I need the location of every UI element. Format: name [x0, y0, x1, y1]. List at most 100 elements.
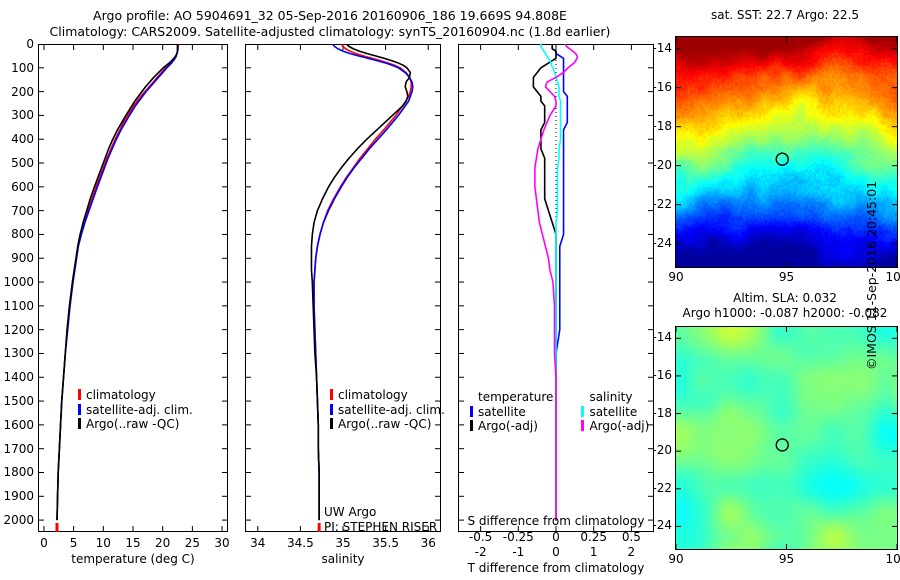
- axis-tick-label: 35.5: [372, 536, 399, 550]
- axis-tick-label: 2000: [3, 513, 34, 528]
- page-title: Argo profile: AO 5904691_32 05-Sep-2016 …: [0, 8, 660, 40]
- axis-tick-label: 1600: [3, 417, 34, 432]
- axis-tick-label: -0.25: [502, 530, 534, 544]
- legend-color-swatch: [78, 403, 81, 415]
- axis-tick-label: -1: [512, 545, 525, 559]
- axis-tick-label: 30: [214, 536, 230, 550]
- axis-tick-label: -24: [652, 518, 672, 533]
- axis-tick-label: 600: [11, 179, 34, 194]
- axis-tick-label: 800: [11, 227, 34, 242]
- axis-tick-label: 1800: [3, 465, 34, 480]
- axis-tick-label: 15: [125, 536, 141, 550]
- axis-tick-label: 34: [250, 536, 266, 550]
- legend-item-label: satellite: [589, 404, 638, 419]
- axis-tick-label: -22: [652, 196, 672, 211]
- legend-color-swatch: [470, 420, 473, 431]
- difference-plot-svg: [458, 44, 654, 532]
- axis-tick-label: -24: [652, 235, 672, 250]
- legend-item-label: climatology: [86, 388, 156, 402]
- axis-tick-label: 1400: [3, 370, 34, 385]
- legend-item-label: Argo(..raw -QC): [86, 417, 180, 431]
- axis-tick-label: 0.5: [621, 530, 641, 544]
- legend-item: satellite: [581, 405, 649, 420]
- axis-tick-label: -18: [652, 118, 672, 133]
- axis-tick-label: 1300: [3, 346, 34, 361]
- legend-item: Argo(..raw -QC): [330, 417, 445, 432]
- axis-tick-label: -20: [652, 443, 672, 458]
- temperature-profile-panel: [38, 44, 228, 532]
- legend-item-label: Argo(..raw -QC): [338, 417, 432, 431]
- salinity-profile-panel: [245, 44, 441, 532]
- axis-tick-label: 95: [778, 270, 795, 284]
- axis-tick-label: 900: [11, 251, 34, 266]
- axis-tick-label: 1100: [3, 298, 34, 313]
- title-line-2: Climatology: CARS2009. Satellite-adjuste…: [49, 24, 611, 39]
- legend-color-swatch: [581, 405, 585, 417]
- legend-group: salinity satellite Argo(-adj): [581, 390, 649, 434]
- axis-tick-label: -18: [652, 405, 672, 420]
- sla-map-title-line-1: Altim. SLA: 0.032: [733, 291, 837, 305]
- title-line-1: Argo profile: AO 5904691_32 05-Sep-2016 …: [93, 8, 567, 23]
- sst-map[interactable]: [675, 36, 898, 268]
- legend-item: Argo(..raw -QC): [78, 417, 193, 432]
- temperature-axis-title: temperature (deg C): [71, 552, 195, 566]
- axis-tick-label: 35: [335, 536, 351, 550]
- axis-tick-label: 500: [11, 156, 34, 171]
- legend-color-swatch: [330, 403, 333, 415]
- salinity-axis-title: salinity: [321, 552, 365, 566]
- legend-color-swatch: [470, 405, 473, 417]
- legend-color-swatch: [78, 418, 81, 429]
- legend-item: Argo(-adj): [470, 419, 553, 434]
- sst-map-title: sat. SST: 22.7 Argo: 22.5: [710, 8, 860, 22]
- axis-tick-label: 1700: [3, 441, 34, 456]
- axis-tick-label: 1500: [3, 394, 34, 409]
- pi-note-line: PI: STEPHEN RISER: [324, 519, 438, 534]
- sla-map-title: Altim. SLA: 0.032 Argo h1000: -0.087 h20…: [660, 291, 900, 321]
- axis-tick-label: -16: [652, 79, 672, 94]
- legend-item-label: satellite: [478, 404, 526, 419]
- axis-tick-label: 25: [184, 536, 201, 550]
- axis-tick-label: 36: [420, 536, 436, 550]
- sla-map-canvas[interactable]: [676, 327, 897, 549]
- legend-color-swatch: [330, 389, 333, 400]
- sla-map[interactable]: [675, 326, 898, 550]
- axis-tick-label: 5: [69, 536, 78, 550]
- legend-color-swatch: [78, 389, 81, 400]
- pi-note-line: UW Argo: [324, 505, 377, 519]
- difference-profile-panel: [458, 44, 654, 532]
- legend-item: satellite-adj. clim.: [78, 403, 193, 418]
- copyright-label: ©IMOS 11-Sep-2016 20:45:01: [864, 180, 879, 370]
- axis-tick-label: 0.25: [580, 530, 608, 544]
- axis-tick-label: 1: [589, 545, 598, 559]
- salinity-plot-svg: [245, 44, 441, 532]
- temperature-plot-svg: [38, 44, 228, 532]
- axis-tick-label: 95: [778, 552, 795, 566]
- axis-tick-label: 100: [11, 60, 34, 75]
- axis-tick-label: -0.5: [468, 530, 493, 544]
- axis-tick-label: -22: [652, 480, 672, 495]
- axis-tick-label: 2: [627, 545, 636, 559]
- legend-item-label: Argo(-adj): [478, 419, 538, 433]
- legend-item: climatology: [78, 388, 193, 403]
- axis-tick-label: 1900: [3, 489, 34, 504]
- legend-item-label: satellite-adj. clim.: [86, 402, 193, 417]
- axis-tick-label: -14: [652, 40, 672, 55]
- axis-tick-label: 400: [11, 132, 34, 147]
- axis-tick-label: 90: [668, 270, 684, 284]
- axis-tick-label: 0: [40, 536, 48, 550]
- axis-tick-label: 0: [552, 545, 560, 559]
- salinity-legend: climatology satellite-adj. clim. Argo(..ra…: [330, 388, 445, 432]
- axis-tick-label: 1200: [3, 322, 34, 337]
- axis-tick-label: 300: [11, 108, 34, 123]
- legend-item-label: Argo(-adj): [589, 419, 650, 433]
- legend-item: satellite: [470, 405, 553, 420]
- legend-item-label: satellite-adj. clim.: [338, 402, 445, 417]
- sst-map-canvas[interactable]: [676, 37, 897, 267]
- difference-temperature-axis-title: T difference from climatology: [467, 561, 645, 575]
- difference-salinity-axis-title: S difference from climatology: [467, 514, 645, 528]
- legend-group-title: temperature: [478, 390, 554, 404]
- temperature-legend: climatology satellite-adj. clim. Argo(..ra…: [78, 388, 193, 432]
- axis-tick-label: -20: [652, 157, 672, 172]
- axis-tick-label: 100: [885, 270, 900, 284]
- axis-tick-label: -2: [474, 545, 487, 559]
